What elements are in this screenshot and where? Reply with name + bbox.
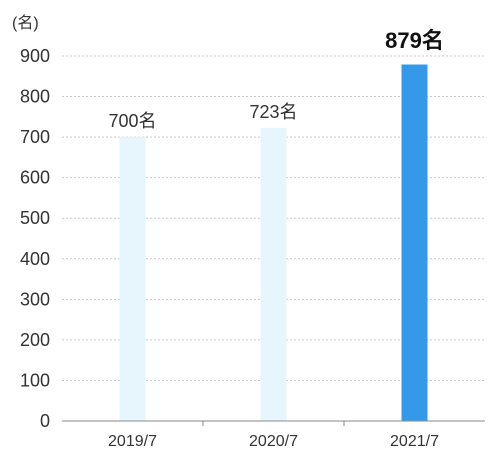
y-axis-ticks: 0 100 200 300 400 500 600 700 800 900 xyxy=(20,46,50,431)
x-tick-label: 2019/7 xyxy=(108,433,157,450)
bars xyxy=(119,64,428,422)
y-tick-label: 500 xyxy=(20,208,50,228)
y-tick-label: 700 xyxy=(20,127,50,147)
y-tick-label: 400 xyxy=(20,249,50,269)
y-unit-label: (名) xyxy=(12,14,39,32)
data-label: 879名 xyxy=(385,28,444,53)
data-label: 723名 xyxy=(249,102,297,122)
y-tick-label: 800 xyxy=(20,87,50,107)
x-axis-ticks: 2019/7 2020/7 2021/7 xyxy=(108,421,439,450)
y-tick-label: 300 xyxy=(20,289,50,309)
y-tick-label: 600 xyxy=(20,168,50,188)
bar-2019-7 xyxy=(119,137,146,421)
y-tick-label: 0 xyxy=(40,411,50,431)
x-tick-label: 2020/7 xyxy=(249,433,298,450)
bar-2021-7 xyxy=(401,64,428,422)
y-tick-label: 900 xyxy=(20,46,50,66)
data-labels: 700名 723名 879名 xyxy=(108,28,443,131)
y-tick-label: 100 xyxy=(20,370,50,390)
y-tick-label: 200 xyxy=(20,330,50,350)
x-tick-label: 2021/7 xyxy=(390,433,439,450)
data-label: 700名 xyxy=(108,111,156,131)
bar-2020-7 xyxy=(260,127,287,422)
